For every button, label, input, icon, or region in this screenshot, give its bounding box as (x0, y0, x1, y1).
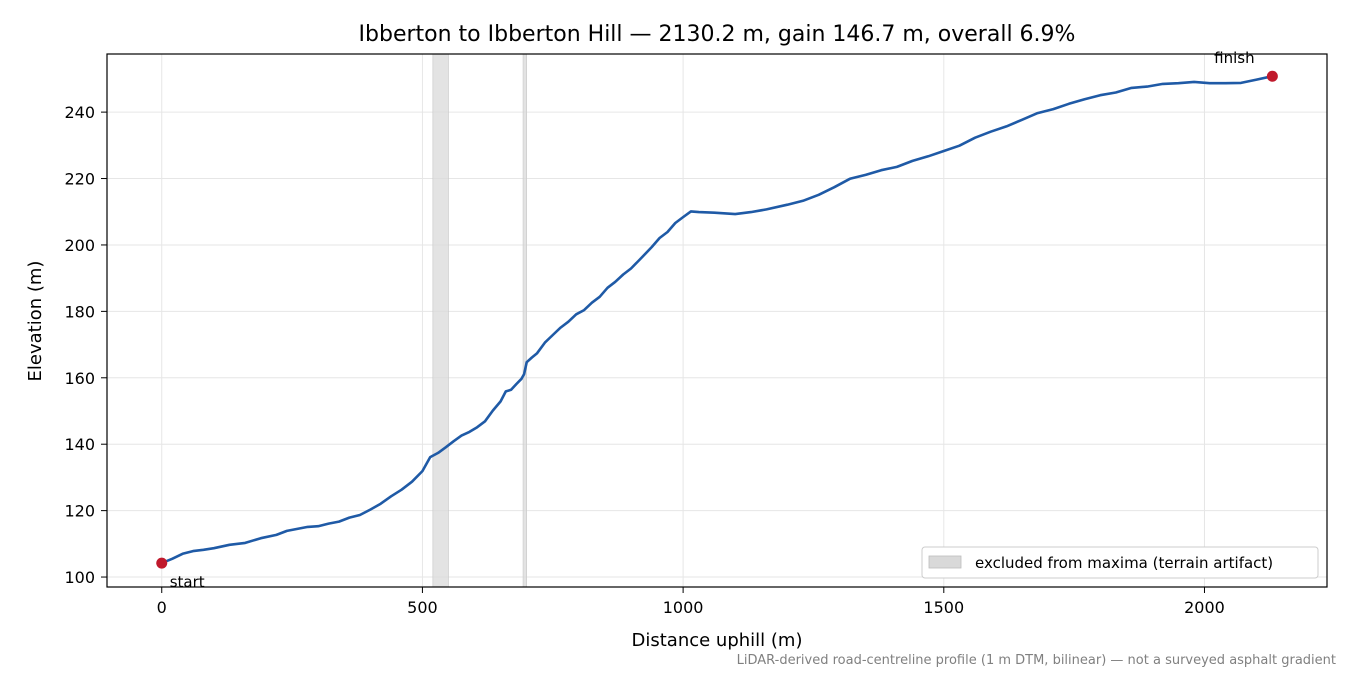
x-tick-label: 0 (157, 598, 167, 617)
plot-frame (106, 53, 1328, 588)
y-tick-label: 180 (64, 302, 95, 321)
excluded-region-band (432, 53, 449, 588)
excluded-regions (432, 53, 528, 588)
finish-label: finish (1214, 49, 1254, 67)
finish-marker (1266, 70, 1278, 82)
x-tick-label: 2000 (1184, 598, 1225, 617)
x-tick-label: 1000 (663, 598, 704, 617)
legend-label: excluded from maxima (terrain artifact) (975, 554, 1273, 572)
start-label: start (170, 573, 205, 591)
x-axis-ticks: 0 500 1000 1500 2000 (157, 587, 1225, 617)
endpoint-markers: start finish (156, 49, 1278, 591)
legend-box (921, 546, 1319, 579)
chart-title: Ibberton to Ibberton Hill — 2130.2 m, ga… (359, 22, 1076, 47)
y-tick-label: 200 (64, 236, 95, 255)
y-tick-label: 240 (64, 103, 95, 122)
x-tick-label: 500 (407, 598, 438, 617)
y-tick-label: 160 (64, 369, 95, 388)
y-tick-label: 120 (64, 502, 95, 521)
y-tick-label: 220 (64, 170, 95, 189)
grid-lines (107, 54, 1327, 587)
x-tick-label: 1500 (923, 598, 964, 617)
excluded-region-band (522, 53, 528, 588)
start-marker (156, 557, 168, 569)
legend: excluded from maxima (terrain artifact) (921, 546, 1319, 579)
y-tick-label: 100 (64, 568, 95, 587)
elevation-line (161, 74, 1273, 565)
legend-swatch (928, 555, 962, 569)
x-axis-label: Distance uphill (m) (632, 630, 803, 651)
footnote: LiDAR-derived road-centreline profile (1… (737, 653, 1336, 668)
y-axis-label: Elevation (m) (25, 261, 46, 382)
y-axis-ticks: 100 120 140 160 180 200 220 240 (64, 103, 107, 587)
y-tick-label: 140 (64, 435, 95, 454)
